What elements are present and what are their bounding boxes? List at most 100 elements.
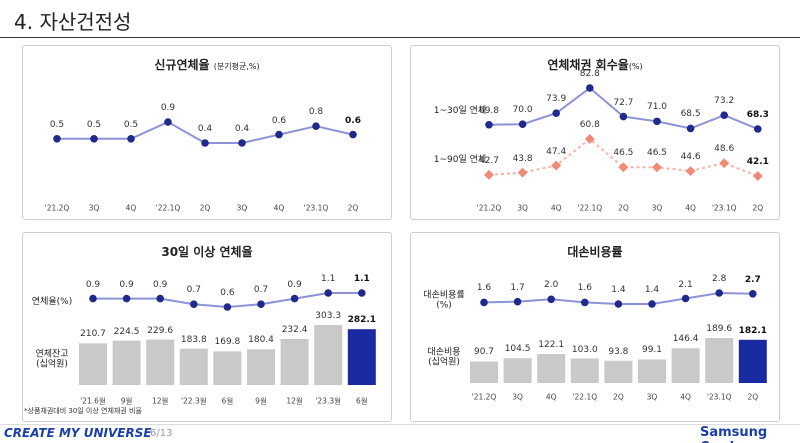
marker: [752, 171, 763, 181]
series-label: 연체잔고 (십억원): [35, 349, 69, 370]
x-tick-label: 3Q: [236, 203, 248, 213]
x-tick-label: '21.6월: [80, 396, 106, 406]
marker: [618, 162, 629, 173]
page-title: 4. 자산건전성: [14, 10, 132, 34]
marker: [190, 300, 198, 309]
series-label: 대손비용률 (%): [423, 290, 465, 311]
x-tick-label: '23.1Q: [303, 203, 329, 213]
marker: [201, 139, 209, 147]
bar: [537, 354, 566, 383]
marker: [324, 289, 333, 297]
data-label: 46.5: [613, 148, 634, 159]
marker: [581, 298, 589, 307]
data-label: 1.1: [353, 273, 370, 284]
data-label: 1.4: [611, 284, 626, 295]
chart-title: 30일 이상 연체율: [161, 245, 253, 259]
marker: [89, 294, 97, 303]
bar: [638, 359, 666, 383]
data-label: 0.7: [186, 285, 201, 296]
x-tick-label: 2Q: [347, 203, 359, 213]
marker: [53, 135, 61, 143]
data-label: 0.9: [85, 279, 101, 290]
marker: [312, 122, 320, 130]
panel: 연체채권 회수율(%): [410, 45, 780, 220]
x-tick-label: 3Q: [517, 203, 528, 213]
data-label: 224.5: [113, 326, 140, 337]
marker: [619, 112, 628, 121]
x-tick-label: 3Q: [646, 392, 658, 402]
bar: [112, 340, 141, 385]
marker: [349, 130, 357, 139]
data-label: 99.1: [641, 345, 663, 356]
marker: [257, 300, 265, 309]
data-label: 0.7: [253, 285, 269, 296]
data-label: 73.2: [714, 95, 735, 106]
panel: 대손비용률: [410, 232, 780, 422]
x-tick-label: 4Q: [273, 203, 285, 213]
x-tick-label: '22.1Q: [155, 203, 181, 213]
marker: [653, 117, 661, 126]
data-label: 46.5: [646, 148, 668, 159]
data-label: 229.6: [147, 325, 174, 336]
marker: [513, 297, 522, 306]
bar: [213, 351, 242, 385]
x-tick-label: 4Q: [685, 203, 696, 213]
data-label: 189.6: [706, 323, 733, 334]
bar: [314, 325, 343, 385]
data-label: 122.1: [538, 339, 565, 350]
marker: [358, 289, 366, 297]
x-tick-label: 4Q: [125, 203, 137, 213]
bar: [671, 348, 700, 383]
x-tick-label: 2Q: [747, 392, 759, 402]
data-label: 1.7: [510, 282, 525, 293]
bar: [738, 339, 767, 383]
data-label: 60.8: [579, 119, 600, 130]
data-label: 1.4: [644, 284, 660, 295]
chart-title: 신규연체율 (분기평균,%): [23, 56, 391, 73]
marker: [90, 135, 98, 143]
data-label: 1.1: [321, 273, 336, 284]
data-label: 169.8: [214, 337, 241, 348]
data-label: 0.9: [160, 102, 176, 113]
marker: [156, 294, 164, 303]
data-label: 210.7: [80, 329, 106, 340]
subtitle: (%): [628, 62, 643, 71]
x-tick-label: '23.1Q: [711, 203, 737, 213]
marker: [485, 120, 493, 129]
title: 신규연체율: [154, 58, 210, 72]
x-tick-label: 2Q: [199, 203, 211, 213]
data-label: 0.9: [153, 279, 168, 290]
marker: [517, 167, 528, 178]
data-label: 0.4: [197, 123, 213, 134]
panel: 30일 이상 연체율: [22, 232, 392, 422]
data-label: 2.7: [744, 274, 761, 285]
x-tick-label: 9월: [120, 396, 133, 406]
marker: [480, 298, 488, 307]
data-label: 103.0: [571, 344, 598, 355]
data-label: 0.4: [234, 123, 250, 134]
data-label: 0.6: [271, 115, 287, 126]
chart-title: 연체채권 회수율(%): [411, 56, 779, 73]
x-tick-label: 2Q: [752, 203, 764, 213]
data-label: 0.5: [86, 119, 102, 130]
data-label: 72.7: [613, 97, 634, 108]
x-tick-label: 6월: [221, 396, 234, 406]
data-label: 43.8: [512, 153, 533, 164]
x-tick-label: '21.2Q: [471, 392, 497, 402]
x-tick-label: 4Q: [550, 203, 562, 213]
marker: [275, 130, 283, 139]
marker: [685, 166, 696, 177]
x-tick-label: 3Q: [651, 203, 663, 213]
data-label: 303.3: [315, 310, 342, 321]
title: 연체채권 회수율: [547, 58, 629, 72]
data-label: 0.8: [308, 107, 324, 118]
data-label: 73.9: [546, 93, 567, 104]
data-label: 232.4: [281, 324, 308, 335]
data-label: 90.7: [473, 347, 495, 358]
data-label: 180.4: [248, 335, 274, 346]
marker: [715, 289, 723, 297]
panel: 신규연체율 (분기평균,%): [22, 45, 392, 220]
data-label: 68.5: [680, 109, 701, 120]
